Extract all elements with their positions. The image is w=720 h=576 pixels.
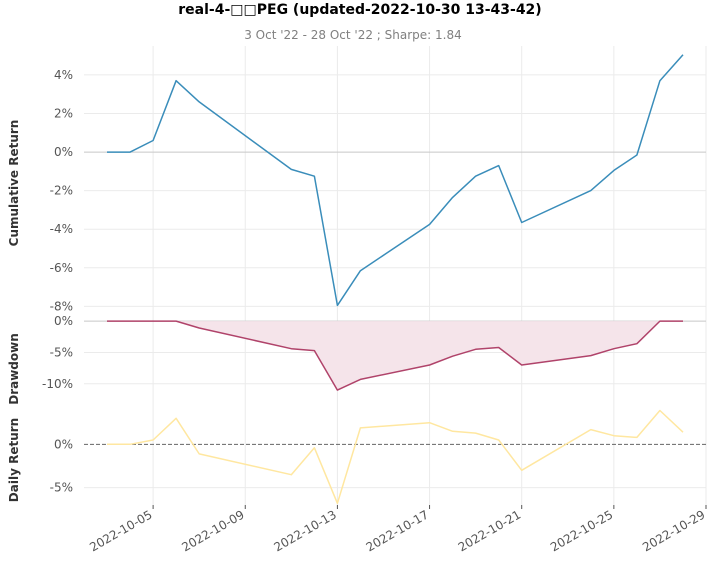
y-tick-label: 0% [54,145,73,159]
x-tick-label: 2022-10-17 [364,507,431,554]
y-tick-label: 2% [54,107,73,121]
drawdown-area [107,321,683,391]
daily-return-panel: 0% -5% Daily Return [7,409,706,505]
x-tick-label: 2022-10-25 [548,507,615,554]
y-axis-label: Drawdown [7,333,21,405]
x-tick-label: 2022-10-05 [87,507,154,554]
x-tick-label: 2022-10-21 [456,507,523,554]
drawdown-panel: 0% -5% -10% Drawdown [7,314,706,405]
y-tick-label: 4% [54,68,73,82]
panels: 4% 2% 0% -2% -4% -6% -8% Cumulative Return 0% -5%… [7,46,707,505]
chart-title: real-4-□□PEG (updated-2022-10-30 13-43-4… [178,2,541,18]
y-tick-label: -10% [42,377,73,391]
y-tick-label: 0% [54,437,73,451]
y-tick-label: -6% [50,261,73,275]
chart-subtitle: 3 Oct '22 - 28 Oct '22 ; Sharpe: 1.84 [244,28,462,42]
y-axis-label: Cumulative Return [7,120,21,247]
y-tick-label: -4% [50,222,73,236]
y-axis-label: Daily Return [7,418,21,502]
x-tick-label: 2022-10-09 [179,507,246,554]
y-tick-label: -8% [50,299,73,313]
x-axis: 2022-10-05 2022-10-09 2022-10-13 2022-10-17… [87,505,708,554]
y-tick-label: -5% [50,345,73,359]
x-tick-label: 2022-10-13 [272,507,339,554]
y-tick-label: -2% [50,184,73,198]
y-tick-label: 0% [54,314,73,328]
daily-series-line [107,409,684,505]
y-tick-label: -5% [50,481,73,495]
cumulative-return-panel: 4% 2% 0% -2% -4% -6% -8% Cumulative Return [7,54,706,313]
x-tick-label: 2022-10-29 [640,507,707,554]
